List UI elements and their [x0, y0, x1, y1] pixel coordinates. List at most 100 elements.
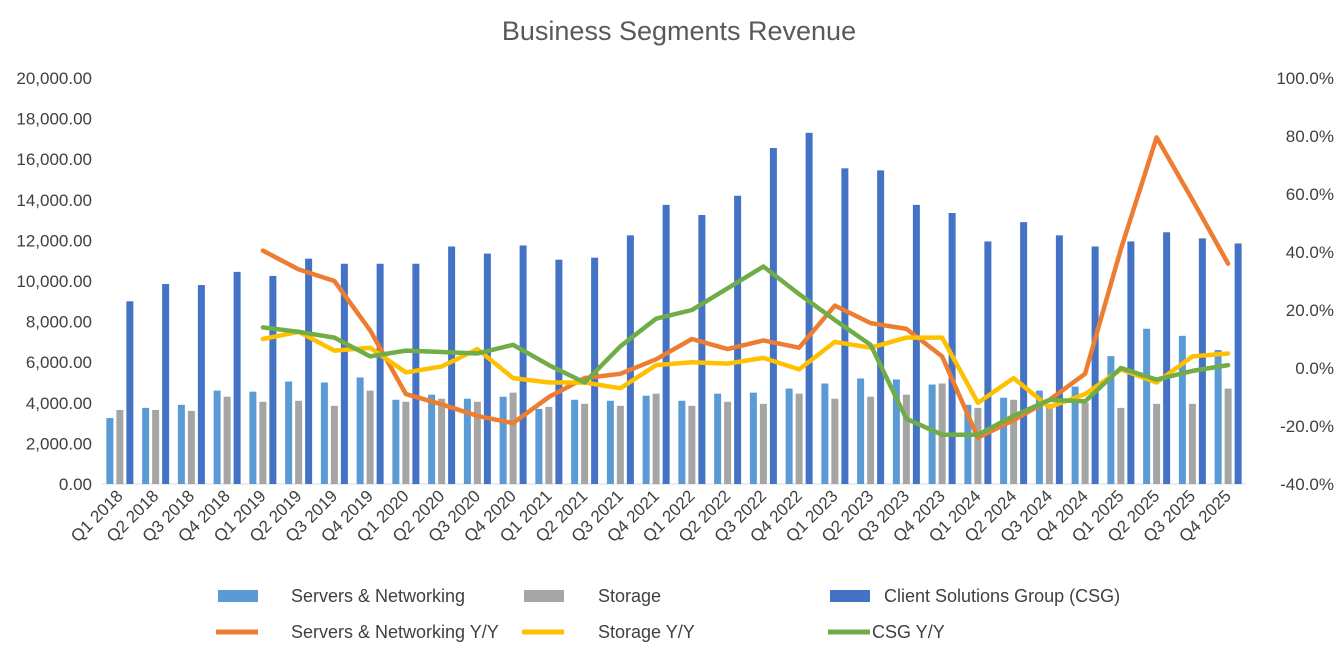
- bar-servers-networking: [571, 399, 579, 484]
- bar-servers-networking: [1071, 386, 1079, 484]
- y-right-tick-label: 100.0%: [1276, 69, 1334, 88]
- bar-servers-networking: [392, 399, 400, 484]
- line-csg-y-y: [260, 264, 1231, 437]
- bar-storage: [1188, 403, 1196, 484]
- y-left-tick-label: 14,000.00: [16, 191, 92, 210]
- bar-storage: [545, 406, 553, 484]
- bar-servers-networking: [356, 377, 364, 484]
- bar-servers-networking: [177, 404, 185, 484]
- bar-servers-networking: [535, 408, 543, 484]
- bar-storage: [223, 396, 231, 484]
- bar-servers-networking: [1143, 328, 1151, 484]
- bar-client-solutions-group-csg-: [769, 148, 777, 484]
- y-left-tick-label: 20,000.00: [16, 69, 92, 88]
- y-left-tick-label: 0.00: [59, 475, 92, 494]
- bar-client-solutions-group-csg-: [197, 285, 205, 484]
- bar-storage: [1081, 402, 1089, 484]
- bar-client-solutions-group-csg-: [1198, 238, 1206, 484]
- bar-storage: [795, 393, 803, 484]
- bar-servers-networking: [1035, 390, 1043, 484]
- bar-storage: [688, 405, 696, 484]
- y-left-tick-label: 8,000.00: [26, 313, 92, 332]
- bar-client-solutions-group-csg-: [1163, 232, 1171, 484]
- bar-storage: [867, 396, 875, 484]
- y-right-tick-label: -40.0%: [1280, 475, 1334, 494]
- y-left-tick-label: 6,000.00: [26, 353, 92, 372]
- bar-storage: [509, 392, 517, 484]
- bar-client-solutions-group-csg-: [519, 245, 527, 484]
- bar-servers-networking: [857, 378, 865, 484]
- bar-client-solutions-group-csg-: [126, 301, 134, 484]
- legend-label: Servers & Networking: [291, 586, 465, 606]
- bar-storage: [616, 405, 624, 484]
- legend-label: Storage: [598, 586, 661, 606]
- bar-storage: [581, 403, 589, 484]
- bar-storage: [1117, 407, 1125, 484]
- bar-storage: [152, 409, 160, 484]
- y-right-tick-label: 60.0%: [1286, 185, 1334, 204]
- line-servers-networking-y-y: [260, 135, 1231, 440]
- bar-client-solutions-group-csg-: [1020, 222, 1028, 484]
- bar-storage: [902, 394, 910, 484]
- bar-servers-networking: [428, 394, 436, 484]
- bar-servers-networking: [606, 400, 614, 484]
- bar-client-solutions-group-csg-: [483, 253, 491, 484]
- bar-servers-networking: [678, 400, 686, 484]
- bar-servers-networking: [249, 391, 257, 484]
- bar-client-solutions-group-csg-: [376, 263, 384, 484]
- y-left-tick-label: 18,000.00: [16, 110, 92, 129]
- legend-label: Servers & Networking Y/Y: [291, 622, 499, 642]
- bar-servers-networking: [499, 396, 507, 484]
- bar-servers-networking: [1214, 350, 1222, 484]
- bar-storage: [1045, 403, 1053, 484]
- plot-area: 0.00 2,000.00 4,000.00 6,000.00 8,000.00 10,0…: [16, 69, 1334, 546]
- bar-client-solutions-group-csg-: [912, 204, 920, 484]
- bar-storage: [831, 398, 839, 484]
- bar-client-solutions-group-csg-: [233, 271, 241, 484]
- bar-storage: [974, 407, 982, 484]
- bar-storage: [330, 405, 338, 484]
- bar-storage: [759, 403, 767, 484]
- bar-storage: [473, 401, 481, 484]
- legend-swatch: [218, 590, 258, 602]
- y-left-tick-label: 4,000.00: [26, 394, 92, 413]
- y-left-tick-label: 16,000.00: [16, 150, 92, 169]
- legend-label: Storage Y/Y: [598, 622, 695, 642]
- bar-client-solutions-group-csg-: [734, 195, 742, 485]
- legend-swatch: [830, 590, 870, 602]
- bar-storage: [366, 390, 374, 484]
- bar-storage: [652, 393, 660, 484]
- y-right-tick-label: -20.0%: [1280, 417, 1334, 436]
- bar-servers-networking: [213, 390, 221, 484]
- legend-swatch: [524, 590, 564, 602]
- bar-servers-networking: [964, 404, 972, 484]
- bar-servers-networking: [892, 379, 900, 484]
- bar-client-solutions-group-csg-: [877, 170, 885, 485]
- y-right-tick-label: 20.0%: [1286, 301, 1334, 320]
- y-left-tick-label: 12,000.00: [16, 231, 92, 250]
- bar-client-solutions-group-csg-: [448, 246, 456, 484]
- legend-label: CSG Y/Y: [872, 622, 945, 642]
- bar-client-solutions-group-csg-: [1091, 246, 1099, 484]
- bar-servers-networking: [106, 418, 114, 484]
- bar-storage: [116, 409, 124, 484]
- y-right-tick-label: 40.0%: [1286, 243, 1334, 262]
- bar-client-solutions-group-csg-: [984, 241, 992, 484]
- bar-storage: [1153, 403, 1161, 484]
- bar-client-solutions-group-csg-: [412, 263, 420, 484]
- y-left-tick-label: 10,000.00: [16, 272, 92, 291]
- bar-storage: [1010, 399, 1018, 484]
- bar-servers-networking: [1178, 335, 1186, 484]
- bar-client-solutions-group-csg-: [1127, 241, 1135, 484]
- bar-servers-networking: [749, 392, 757, 484]
- bar-servers-networking: [1000, 397, 1008, 484]
- bar-servers-networking: [714, 393, 722, 484]
- bar-client-solutions-group-csg-: [698, 215, 706, 484]
- bar-storage: [438, 398, 446, 484]
- bar-client-solutions-group-csg-: [305, 258, 313, 484]
- bar-servers-networking: [463, 398, 471, 484]
- bar-storage: [1224, 388, 1232, 484]
- bar-client-solutions-group-csg-: [1234, 243, 1242, 484]
- bar-servers-networking: [821, 383, 829, 484]
- bar-servers-networking: [928, 384, 936, 484]
